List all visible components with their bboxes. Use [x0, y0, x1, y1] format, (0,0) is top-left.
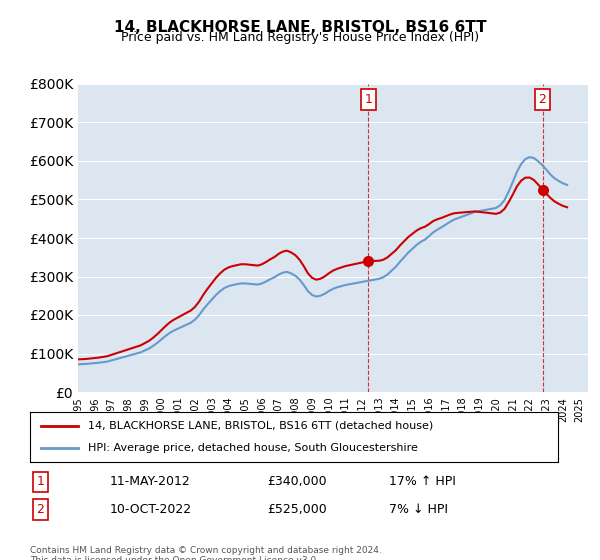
Text: Contains HM Land Registry data © Crown copyright and database right 2024.
This d: Contains HM Land Registry data © Crown c…	[30, 546, 382, 560]
Text: 14, BLACKHORSE LANE, BRISTOL, BS16 6TT (detached house): 14, BLACKHORSE LANE, BRISTOL, BS16 6TT (…	[88, 421, 433, 431]
Text: Price paid vs. HM Land Registry's House Price Index (HPI): Price paid vs. HM Land Registry's House …	[121, 31, 479, 44]
Text: 1: 1	[37, 475, 44, 488]
Text: 1: 1	[365, 93, 373, 106]
Text: 17% ↑ HPI: 17% ↑ HPI	[389, 475, 456, 488]
Text: 7% ↓ HPI: 7% ↓ HPI	[389, 503, 448, 516]
Text: 2: 2	[37, 503, 44, 516]
Text: 2: 2	[539, 93, 547, 106]
Text: HPI: Average price, detached house, South Gloucestershire: HPI: Average price, detached house, Sout…	[88, 443, 418, 453]
Text: 14, BLACKHORSE LANE, BRISTOL, BS16 6TT: 14, BLACKHORSE LANE, BRISTOL, BS16 6TT	[113, 20, 487, 35]
Text: 11-MAY-2012: 11-MAY-2012	[109, 475, 190, 488]
Text: £525,000: £525,000	[268, 503, 328, 516]
Text: 10-OCT-2022: 10-OCT-2022	[109, 503, 191, 516]
Text: £340,000: £340,000	[268, 475, 327, 488]
